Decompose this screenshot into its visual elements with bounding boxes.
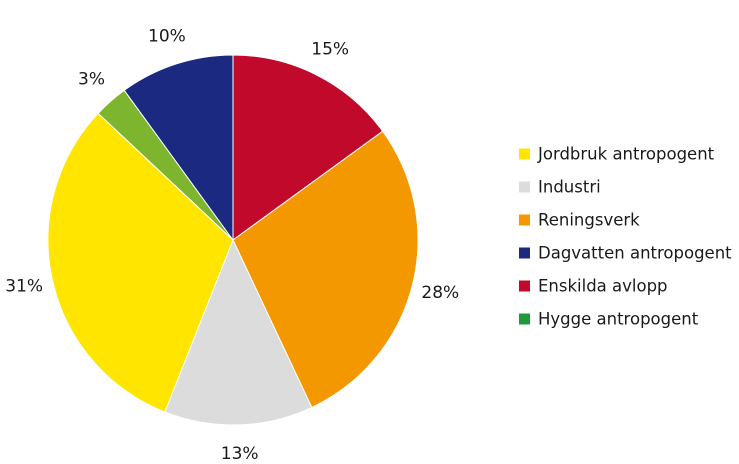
pie-slice-enskilda-avlopp [232, 54, 384, 241]
legend-label: Jordbruk antropogent [537, 145, 715, 164]
legend-item-dagvatten-antropogent: Dagvatten antropogent [519, 244, 732, 263]
legend-swatch [519, 247, 530, 259]
legend-label: Enskilda avlopp [538, 277, 668, 296]
slice-percent-label: 31% [5, 277, 43, 297]
legend-item-reningsverk: Reningsverk [519, 211, 640, 230]
legend: Jordbruk antropogent Industri Reningsverk D… [519, 145, 732, 329]
slice-percent-label: 28% [421, 283, 459, 303]
legend-swatch [519, 148, 530, 160]
legend-swatch [519, 313, 530, 325]
legend-item-hygge-antropogent: Hygge antropogent [519, 310, 699, 329]
slice-percent-label: 10% [148, 27, 186, 47]
pie-slice-industri [164, 238, 313, 426]
legend-item-industri: Industri [519, 178, 601, 197]
pie-slice-dagvatten-antropogent [123, 54, 234, 242]
pie-slice-reningsverk [232, 130, 419, 409]
legend-swatch [519, 214, 530, 226]
legend-swatch [519, 181, 530, 193]
pie-slice-jordbruk-antropogent [47, 112, 234, 413]
legend-item-jordbruk-antropogent: Jordbruk antropogent [519, 145, 715, 164]
slice-percent-label: 13% [221, 444, 259, 464]
slice-percent-label: 15% [311, 39, 349, 59]
legend-label: Industri [538, 178, 601, 197]
legend-label: Reningsverk [538, 211, 640, 230]
legend-label: Dagvatten antropogent [538, 244, 732, 263]
slice-percent-label: 3% [78, 70, 105, 90]
legend-label: Hygge antropogent [538, 310, 699, 329]
legend-item-enskilda-avlopp: Enskilda avlopp [519, 277, 668, 296]
pie-labels: 15% 28% 13% 31% 3% 10% [5, 27, 459, 464]
pie-slices [47, 54, 419, 426]
legend-swatch [519, 280, 530, 292]
